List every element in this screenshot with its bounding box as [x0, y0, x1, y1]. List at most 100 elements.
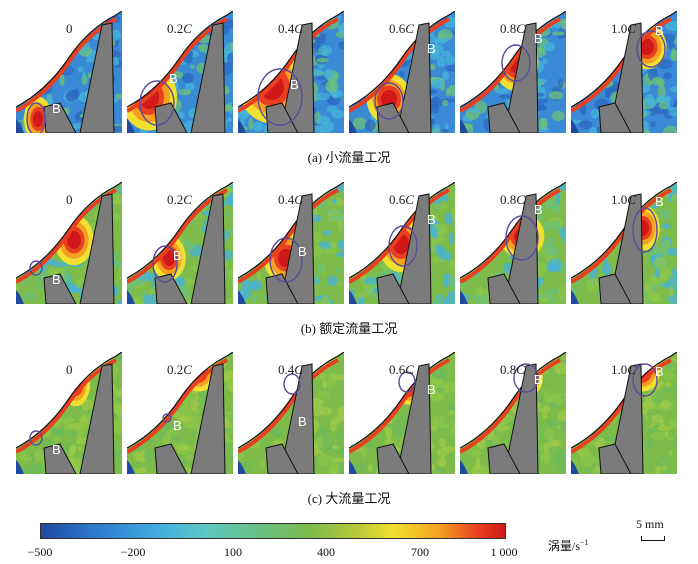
panel-label: 0	[66, 21, 73, 37]
panel-label: 0.6C	[389, 192, 414, 208]
colorbar-tick-label: −200	[120, 545, 146, 559]
panel-label-variable: C	[294, 21, 303, 36]
blade-label: B	[52, 442, 61, 457]
panel-label-variable: C	[405, 21, 414, 36]
vorticity-field	[460, 11, 566, 133]
colorbar-tick-label: 700	[411, 545, 429, 559]
vorticity-panel: 0.8C B	[460, 352, 566, 474]
blade-label: B	[173, 418, 182, 433]
panel-label-variable: C	[294, 192, 303, 207]
colorbar-tick-label: 400	[317, 545, 335, 559]
panel-label-variable: C	[516, 192, 525, 207]
vorticity-field	[460, 352, 566, 474]
colorbar	[40, 523, 506, 539]
panel-label: 0.6C	[389, 362, 414, 378]
panel-label: 0	[66, 192, 73, 208]
vorticity-panel: 0.6C B	[349, 11, 455, 133]
panel-label-number: 0.6	[389, 362, 406, 377]
blade-label: B	[534, 202, 543, 217]
colorbar-unit: 涡量/s−1	[548, 538, 589, 553]
blade-label: B	[298, 244, 307, 259]
panel-label: 1.0C	[611, 192, 636, 208]
vortex-circle	[139, 80, 175, 126]
vorticity-panel: 0.4C B	[238, 11, 344, 133]
panel-label: 0.6C	[389, 21, 414, 37]
blade-shape	[279, 363, 315, 474]
vorticity-panel: 0.6C B	[349, 352, 455, 474]
blade-shape	[487, 273, 521, 304]
blade-shape	[598, 273, 632, 304]
blade-label: B	[169, 71, 178, 86]
vorticity-field	[238, 352, 344, 474]
panel-label-number: 0	[66, 362, 73, 377]
panel-label: 0.4C	[278, 21, 303, 37]
panel-label: 0.4C	[278, 362, 303, 378]
panel-row-1: 0 B 0.2C B 0.4C B 0.6C B 0.8C B 1.0C B	[16, 11, 682, 133]
vorticity-panel: 1.0C B	[571, 11, 677, 133]
panel-label-number: 1.0	[611, 21, 628, 36]
panel-label-number: 0.6	[389, 21, 406, 36]
vortex-circle	[29, 260, 43, 276]
panel-label-variable: C	[183, 192, 192, 207]
vorticity-field	[238, 11, 344, 133]
vorticity-field	[127, 182, 233, 304]
blade-label: B	[534, 372, 543, 387]
panel-label: 0.8C	[500, 192, 525, 208]
vorticity-field	[16, 182, 122, 304]
blade-label: B	[655, 194, 664, 209]
blade-label: B	[427, 41, 436, 56]
vorticity-field	[16, 11, 122, 133]
vorticity-field	[16, 352, 122, 474]
blade-label: B	[427, 212, 436, 227]
panel-label-number: 1.0	[611, 192, 628, 207]
vortex-circle	[257, 68, 303, 126]
vortex-circle	[505, 215, 539, 261]
vorticity-panel: 0.2C B	[127, 352, 233, 474]
panel-label: 0.8C	[500, 362, 525, 378]
blade-label: B	[534, 31, 543, 46]
vortex-circle	[162, 413, 172, 423]
panel-label-number: 0.6	[389, 192, 406, 207]
vorticity-panel: 0.2C B	[127, 11, 233, 133]
vorticity-field	[238, 182, 344, 304]
panel-label-variable: C	[183, 21, 192, 36]
blade-shape	[79, 363, 115, 474]
panel-label-variable: C	[627, 362, 636, 377]
blade-shape	[190, 363, 226, 474]
blade-shape	[598, 443, 632, 474]
blade-label: B	[52, 101, 61, 116]
vortex-circle	[29, 430, 43, 446]
blade-label: B	[655, 23, 664, 38]
vorticity-panel: 0.8C B	[460, 11, 566, 133]
blade-shape	[598, 102, 632, 133]
panel-label-number: 0.4	[278, 362, 295, 377]
panel-label: 1.0C	[611, 21, 636, 37]
blade-shape	[43, 273, 77, 304]
blade-shape	[154, 443, 188, 474]
panel-label-number: 1.0	[611, 362, 628, 377]
vortex-circle	[374, 82, 404, 120]
panel-label: 0.4C	[278, 192, 303, 208]
row-caption: (c) 大流量工况	[307, 491, 391, 506]
blade-label: B	[173, 248, 182, 263]
panel-label-number: 0.8	[500, 21, 517, 36]
panel-label-number: 0.2	[167, 21, 184, 36]
panel-label-variable: C	[516, 21, 525, 36]
panel-label-number: 0.2	[167, 192, 184, 207]
blade-shape	[503, 22, 539, 133]
vortex-circle	[26, 102, 46, 133]
vorticity-panel: 1.0C B	[571, 352, 677, 474]
blade-label: B	[52, 272, 61, 287]
vortex-circle	[636, 30, 666, 68]
blade-shape	[79, 193, 115, 304]
scale-bar	[641, 536, 665, 541]
vorticity-panel: 0.4C B	[238, 352, 344, 474]
vorticity-field	[349, 182, 455, 304]
vorticity-field	[460, 182, 566, 304]
panel-label-number: 0.8	[500, 192, 517, 207]
vortex-circle	[632, 207, 658, 253]
panel-label: 0.2C	[167, 21, 192, 37]
blade-shape	[79, 22, 115, 133]
